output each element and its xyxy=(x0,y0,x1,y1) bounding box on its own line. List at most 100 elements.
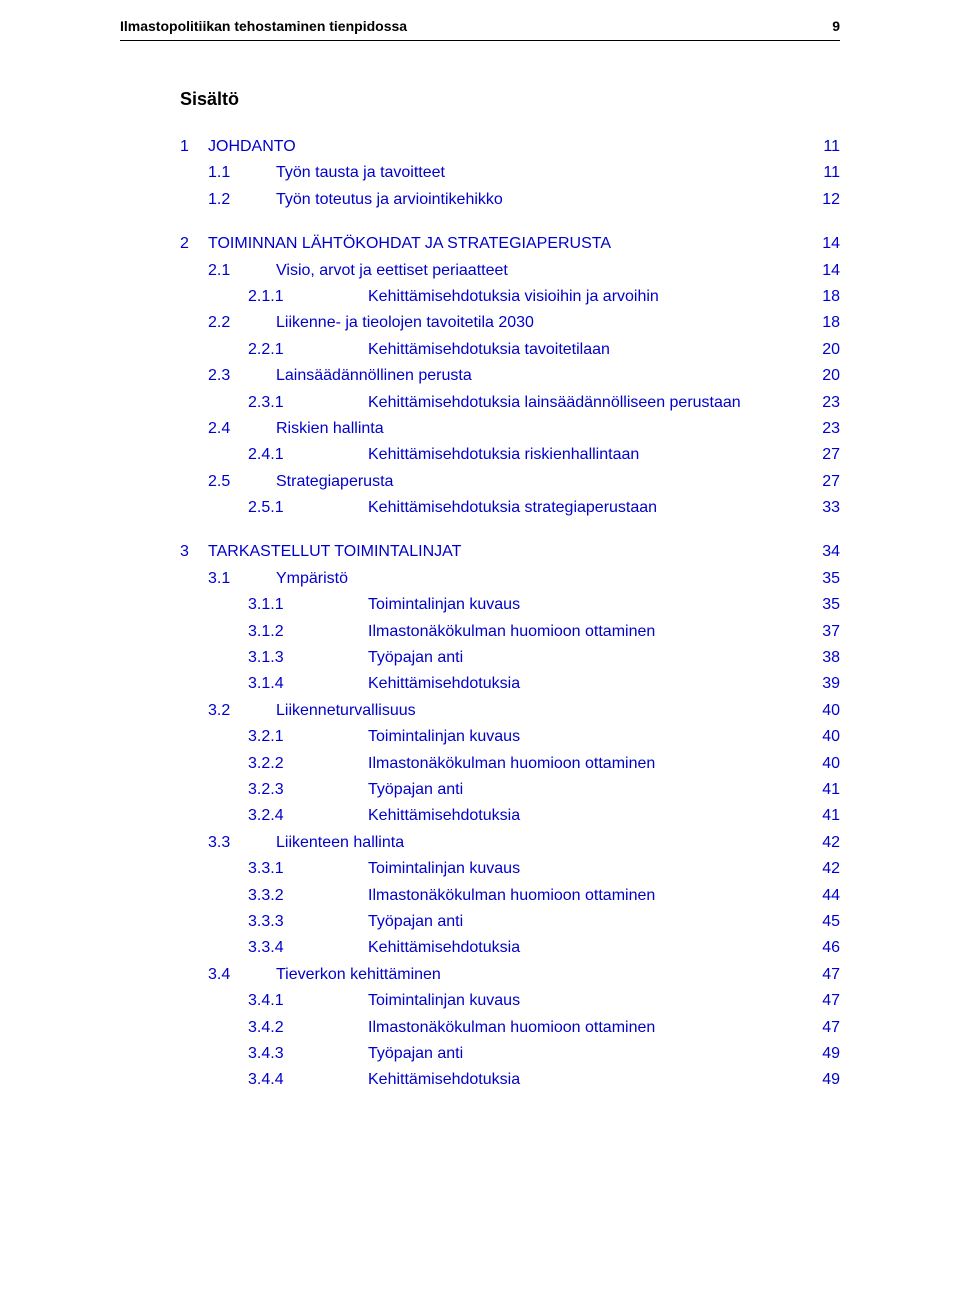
toc-label-link[interactable]: Ilmastonäkökulman huomioon ottaminen xyxy=(368,623,655,640)
toc-number-link[interactable]: 2.5 xyxy=(208,473,230,490)
toc-number-link[interactable]: 3.3.3 xyxy=(248,913,284,930)
toc-page-link[interactable]: 27 xyxy=(822,446,840,463)
toc-number-link[interactable]: 3.1.2 xyxy=(248,623,284,640)
toc-page-link[interactable]: 34 xyxy=(822,543,840,560)
toc-number-link[interactable]: 3.4.2 xyxy=(248,1019,284,1036)
toc-page-link[interactable]: 23 xyxy=(822,420,840,437)
toc-page-link[interactable]: 27 xyxy=(822,473,840,490)
toc-label-link[interactable]: Kehittämisehdotuksia xyxy=(368,1071,520,1088)
toc-page-link[interactable]: 14 xyxy=(822,235,840,252)
toc-page-link[interactable]: 11 xyxy=(823,164,840,181)
toc-number-link[interactable]: 1.1 xyxy=(208,164,230,181)
toc-page-link[interactable]: 47 xyxy=(822,1019,840,1036)
toc-label-link[interactable]: Työpajan anti xyxy=(368,1045,463,1062)
toc-page-link[interactable]: 41 xyxy=(822,807,840,824)
toc-page-link[interactable]: 35 xyxy=(822,570,840,587)
toc-label-link[interactable]: Kehittämisehdotuksia lainsäädännölliseen… xyxy=(368,394,741,411)
toc-page-link[interactable]: 42 xyxy=(822,860,840,877)
toc-label-link[interactable]: Työpajan anti xyxy=(368,913,463,930)
toc-number-link[interactable]: 3.2.2 xyxy=(248,755,284,772)
toc-number-link[interactable]: 3.2 xyxy=(208,702,230,719)
toc-number-link[interactable]: 2.2.1 xyxy=(248,341,284,358)
toc-page-link[interactable]: 20 xyxy=(822,341,840,358)
toc-label-link[interactable]: Toimintalinjan kuvaus xyxy=(368,596,520,613)
toc-page-link[interactable]: 14 xyxy=(822,262,840,279)
toc-page-link[interactable]: 12 xyxy=(822,191,840,208)
toc-page-link[interactable]: 18 xyxy=(822,314,840,331)
toc-number-link[interactable]: 1.2 xyxy=(208,191,230,208)
toc-number-link[interactable]: 3.1 xyxy=(208,570,230,587)
toc-page-link[interactable]: 40 xyxy=(822,702,840,719)
toc-page-link[interactable]: 46 xyxy=(822,939,840,956)
toc-label-link[interactable]: Toimintalinjan kuvaus xyxy=(368,860,520,877)
toc-number-link[interactable]: 3 xyxy=(180,543,189,560)
toc-page-link[interactable]: 20 xyxy=(822,367,840,384)
toc-number-link[interactable]: 2.1 xyxy=(208,262,230,279)
toc-label-link[interactable]: Riskien hallinta xyxy=(276,420,384,437)
toc-label-link[interactable]: Visio, arvot ja eettiset periaatteet xyxy=(276,262,508,279)
toc-page-link[interactable]: 18 xyxy=(822,288,840,305)
toc-label-link[interactable]: Ilmastonäkökulman huomioon ottaminen xyxy=(368,755,655,772)
toc-number-link[interactable]: 2 xyxy=(180,235,189,252)
toc-number-link[interactable]: 3.4.4 xyxy=(248,1071,284,1088)
toc-label-link[interactable]: Työpajan anti xyxy=(368,649,463,666)
toc-page-link[interactable]: 42 xyxy=(822,834,840,851)
toc-number-link[interactable]: 3.4 xyxy=(208,966,230,983)
toc-page-link[interactable]: 41 xyxy=(822,781,840,798)
toc-number-link[interactable]: 2.4 xyxy=(208,420,230,437)
toc-number-link[interactable]: 2.4.1 xyxy=(248,446,284,463)
toc-label-link[interactable]: Liikenneturvallisuus xyxy=(276,702,416,719)
toc-label-link[interactable]: Toimintalinjan kuvaus xyxy=(368,992,520,1009)
toc-page-link[interactable]: 44 xyxy=(822,887,840,904)
toc-number-link[interactable]: 2.3.1 xyxy=(248,394,284,411)
toc-label-link[interactable]: Ympäristö xyxy=(276,570,348,587)
toc-number-link[interactable]: 3.3.4 xyxy=(248,939,284,956)
toc-number-link[interactable]: 3.3.1 xyxy=(248,860,284,877)
toc-page-link[interactable]: 35 xyxy=(822,596,840,613)
toc-label-link[interactable]: Liikenne- ja tieolojen tavoitetila 2030 xyxy=(276,314,534,331)
toc-page-link[interactable]: 47 xyxy=(822,966,840,983)
toc-label-link[interactable]: Strategiaperusta xyxy=(276,473,393,490)
toc-page-link[interactable]: 38 xyxy=(822,649,840,666)
toc-number-link[interactable]: 1 xyxy=(180,138,189,155)
toc-label-link[interactable]: Ilmastonäkökulman huomioon ottaminen xyxy=(368,887,655,904)
toc-label-link[interactable]: Työn tausta ja tavoitteet xyxy=(276,164,445,181)
toc-page-link[interactable]: 11 xyxy=(823,138,840,155)
toc-number-link[interactable]: 3.3 xyxy=(208,834,230,851)
toc-number-link[interactable]: 2.1.1 xyxy=(248,288,284,305)
toc-page-link[interactable]: 23 xyxy=(822,394,840,411)
toc-label-link[interactable]: Työpajan anti xyxy=(368,781,463,798)
toc-page-link[interactable]: 39 xyxy=(822,675,840,692)
toc-label-link[interactable]: TARKASTELLUT TOIMINTALINJAT xyxy=(208,543,461,560)
toc-label-link[interactable]: Kehittämisehdotuksia xyxy=(368,939,520,956)
toc-number-link[interactable]: 3.4.1 xyxy=(248,992,284,1009)
toc-page-link[interactable]: 47 xyxy=(822,992,840,1009)
toc-label-link[interactable]: Lainsäädännöllinen perusta xyxy=(276,367,472,384)
toc-label-link[interactable]: Työn toteutus ja arviointikehikko xyxy=(276,191,503,208)
toc-page-link[interactable]: 40 xyxy=(822,755,840,772)
toc-label-link[interactable]: Kehittämisehdotuksia strategiaperustaan xyxy=(368,499,657,516)
toc-page-link[interactable]: 37 xyxy=(822,623,840,640)
toc-number-link[interactable]: 3.1.1 xyxy=(248,596,284,613)
toc-label-link[interactable]: Tieverkon kehittäminen xyxy=(276,966,441,983)
toc-page-link[interactable]: 49 xyxy=(822,1045,840,1062)
toc-number-link[interactable]: 3.2.4 xyxy=(248,807,284,824)
toc-label-link[interactable]: Toimintalinjan kuvaus xyxy=(368,728,520,745)
toc-page-link[interactable]: 45 xyxy=(822,913,840,930)
toc-number-link[interactable]: 3.1.4 xyxy=(248,675,284,692)
toc-label-link[interactable]: Kehittämisehdotuksia xyxy=(368,675,520,692)
toc-number-link[interactable]: 2.3 xyxy=(208,367,230,384)
toc-label-link[interactable]: JOHDANTO xyxy=(208,138,296,155)
toc-page-link[interactable]: 33 xyxy=(822,499,840,516)
toc-label-link[interactable]: Kehittämisehdotuksia xyxy=(368,807,520,824)
toc-label-link[interactable]: TOIMINNAN LÄHTÖKOHDAT JA STRATEGIAPERUST… xyxy=(208,235,611,252)
toc-label-link[interactable]: Liikenteen hallinta xyxy=(276,834,404,851)
toc-page-link[interactable]: 49 xyxy=(822,1071,840,1088)
toc-label-link[interactable]: Kehittämisehdotuksia riskienhallintaan xyxy=(368,446,639,463)
toc-number-link[interactable]: 3.3.2 xyxy=(248,887,284,904)
toc-number-link[interactable]: 3.2.3 xyxy=(248,781,284,798)
toc-page-link[interactable]: 40 xyxy=(822,728,840,745)
toc-number-link[interactable]: 2.5.1 xyxy=(248,499,284,516)
toc-label-link[interactable]: Kehittämisehdotuksia tavoitetilaan xyxy=(368,341,610,358)
toc-label-link[interactable]: Ilmastonäkökulman huomioon ottaminen xyxy=(368,1019,655,1036)
